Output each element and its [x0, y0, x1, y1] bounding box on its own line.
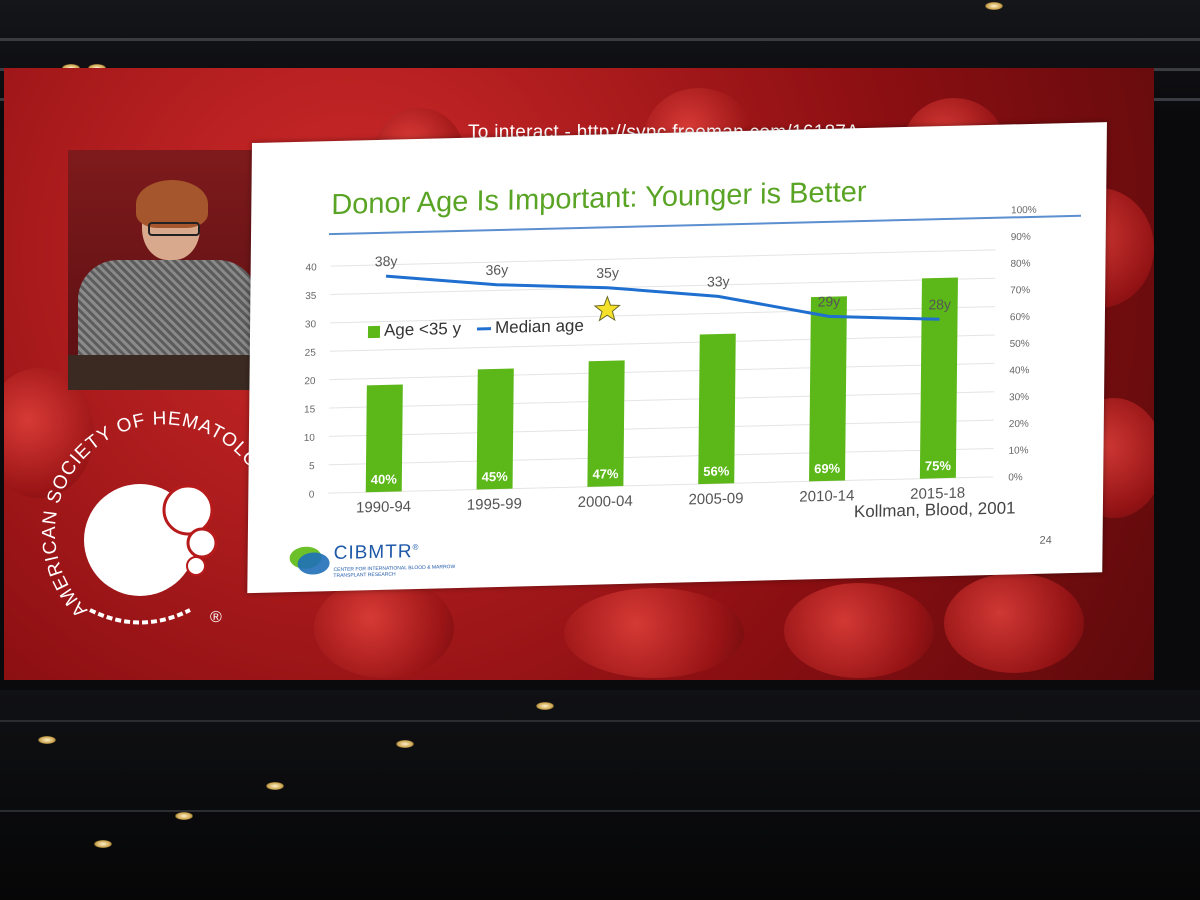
stage-light: [94, 840, 112, 848]
bar: [365, 384, 403, 493]
donor-age-chart: 0 5 10 15 20 25 30 35 40 0% 10% 20% 30% 40% 50% 60% 70% 8…: [304, 205, 1037, 517]
bar: [919, 277, 958, 479]
right-axis-tick-label: 70%: [1010, 285, 1030, 296]
line-data-label: 33y: [707, 273, 730, 290]
cibmtr-logo-mark: [289, 546, 330, 575]
cibmtr-logo: CIBMTR® CENTER FOR INTERNATIONAL BLOOD &…: [287, 537, 487, 582]
blood-cell: [314, 578, 454, 678]
line-data-label: 36y: [485, 261, 508, 278]
podium: [68, 355, 268, 390]
bar: [587, 360, 625, 487]
x-axis-tick-label: 2000-04: [578, 493, 633, 511]
bar: [698, 333, 736, 485]
ash-logo: ®: [84, 484, 222, 626]
right-axis-tick-label: 90%: [1011, 232, 1031, 243]
right-axis-tick-label: 10%: [1008, 445, 1028, 456]
gridline: [328, 448, 994, 466]
speaker-glasses: [148, 222, 200, 236]
gridline: [330, 306, 996, 324]
bar: [809, 296, 847, 482]
line-data-label: 38y: [375, 253, 398, 270]
bar: [476, 368, 514, 490]
x-axis-tick-label: 1990-94: [356, 498, 411, 516]
stage-light: [175, 812, 193, 820]
gridline: [330, 277, 996, 295]
venue-floor: [0, 690, 1200, 900]
ash-logo-text: AMERICAN SOCIETY OF HEMATOLOGY: [39, 408, 279, 621]
median-age-line: [385, 274, 940, 321]
stage-light: [266, 782, 284, 790]
ash-logo-circle-tiny: [186, 556, 206, 576]
left-axis-tick-label: 20: [304, 376, 316, 387]
speaker-video: [68, 150, 268, 390]
blood-cell: [564, 588, 744, 678]
bar-data-label: 69%: [814, 461, 841, 477]
x-axis-tick-label: 2015-18: [910, 485, 965, 503]
gridline: [328, 419, 994, 437]
speaker-hair: [136, 180, 208, 228]
x-axis-tick-label: 1995-99: [467, 495, 522, 513]
right-axis-tick-label: 40%: [1009, 365, 1029, 376]
left-axis-tick-label: 35: [305, 291, 317, 302]
stage-light: [38, 736, 56, 744]
right-axis-tick-label: 20%: [1009, 419, 1029, 430]
right-axis-tick-label: 100%: [1011, 205, 1037, 217]
blood-cell: [784, 583, 934, 678]
bar-data-label: 40%: [371, 471, 398, 487]
stage-light: [985, 2, 1003, 10]
ash-logo-registered: ®: [210, 609, 222, 626]
truss-bar: [0, 810, 1200, 812]
line-data-label: 29y: [818, 293, 841, 310]
left-axis-tick-label: 15: [304, 404, 316, 415]
right-axis-tick-label: 50%: [1010, 338, 1030, 349]
line-data-label: 28y: [928, 296, 951, 313]
presentation-slide: Donor Age Is Important: Younger is Bette…: [247, 122, 1107, 594]
left-axis-tick-label: 30: [305, 319, 317, 330]
ceiling-truss: [0, 38, 1200, 41]
gridline: [329, 391, 995, 409]
ash-logo-circle-small: [186, 527, 218, 559]
gridline: [328, 476, 994, 494]
bar-data-label: 75%: [925, 458, 952, 474]
right-axis-tick-label: 80%: [1010, 258, 1030, 269]
left-axis-tick-label: 0: [309, 489, 315, 500]
bar-data-label: 45%: [482, 469, 509, 485]
left-axis-tick-label: 10: [304, 433, 316, 444]
blood-cell: [944, 573, 1084, 673]
x-axis-tick-label: 2005-09: [688, 490, 743, 508]
bar-data-label: 56%: [703, 463, 730, 479]
gridline: [329, 334, 995, 352]
left-axis-tick-label: 25: [305, 348, 317, 359]
truss-bar: [0, 720, 1200, 722]
left-axis-tick-label: 40: [305, 262, 317, 273]
star-annotation-icon: [593, 295, 621, 322]
stage-light: [396, 740, 414, 748]
line-data-label: 35y: [596, 264, 619, 281]
right-axis-tick-label: 0%: [1008, 472, 1023, 483]
bar-data-label: 47%: [592, 466, 619, 482]
ash-logo-circle-medium: [162, 484, 214, 536]
gridline: [329, 362, 995, 381]
right-axis-tick-label: 60%: [1010, 312, 1030, 323]
stage-light: [536, 702, 554, 710]
ash-logo-chain: [89, 608, 191, 625]
gridline: [330, 249, 996, 267]
right-axis-tick-label: 30%: [1009, 392, 1029, 403]
left-axis-tick-label: 5: [309, 461, 315, 472]
x-axis-tick-label: 2010-14: [799, 487, 854, 505]
